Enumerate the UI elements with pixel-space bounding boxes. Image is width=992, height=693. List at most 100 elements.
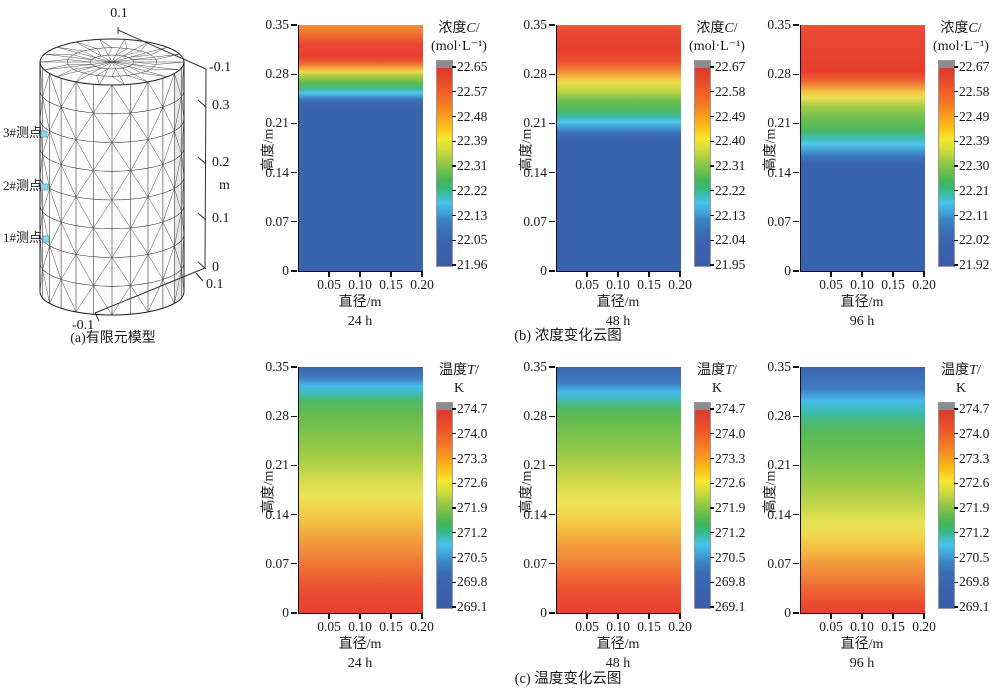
x-tick-label: 0.10 — [850, 619, 874, 634]
mesh-line — [75, 61, 113, 83]
mesh-line — [60, 106, 77, 140]
mesh-line — [174, 269, 182, 304]
y-tick-mark — [549, 122, 555, 124]
mesh-line — [140, 41, 149, 52]
colorbar-title: 浓度C/ — [920, 20, 992, 38]
mesh-line — [94, 267, 206, 314]
x-tick-label: 0.20 — [912, 619, 936, 634]
probe-label-1: 1#测点 — [2, 230, 42, 245]
mesh-line — [111, 61, 168, 78]
y-tick-label: 0 — [540, 263, 547, 278]
colorbar-tick-label: 270.5 — [457, 549, 488, 565]
colorbar-title-part: T — [969, 363, 977, 378]
y-tick-mark — [793, 221, 799, 223]
colorbar-tick-mark — [710, 115, 714, 118]
colorbar — [436, 402, 453, 609]
x-tick-mark — [892, 272, 894, 277]
x-tick-mark — [648, 614, 650, 619]
mesh-line — [44, 64, 69, 71]
x-axis-label: 直径/m — [840, 637, 884, 652]
y-tick-label: 0.14 — [767, 164, 791, 180]
mesh-line — [99, 39, 113, 48]
y-tick-mark — [291, 172, 297, 174]
y-tick-mark — [291, 612, 297, 614]
colorbar — [436, 60, 453, 267]
colorbar-title-part: 浓度 — [438, 21, 467, 36]
colorbar-title-unit: (mol·L⁻¹) — [933, 39, 989, 54]
colorbar-gradient — [939, 68, 954, 266]
heatmap-plot — [298, 25, 423, 272]
mesh-line — [39, 148, 185, 172]
mesh-line — [197, 212, 207, 221]
x-tick-mark — [617, 272, 619, 277]
mesh-line — [111, 199, 131, 229]
colorbar-tick-label: 22.67 — [959, 59, 990, 74]
colorbar-title-part: / — [475, 21, 480, 36]
colorbar-tick-mark — [954, 239, 958, 241]
mesh-line — [174, 245, 182, 270]
colorbar-tick-label: 22.58 — [959, 83, 990, 99]
y-tick-label: 0.14 — [523, 506, 547, 522]
y-tick-label: 0.35 — [523, 359, 547, 374]
colorbar-tick-mark — [954, 165, 958, 167]
y-tick-mark — [793, 464, 799, 466]
colorbar-tick-label: 22.39 — [457, 133, 488, 149]
x-tick-label: 0.10 — [348, 277, 372, 292]
x-tick-mark — [679, 272, 681, 277]
mesh-line — [42, 245, 50, 270]
mesh-line — [39, 263, 185, 287]
mesh-line — [111, 53, 180, 63]
time-label: 24 h — [347, 656, 373, 671]
model-axis-label-top: 0.1 — [110, 6, 128, 21]
colorbar-tick-mark — [452, 115, 456, 118]
colorbar-tick-mark — [452, 507, 456, 509]
mesh-line — [93, 142, 113, 171]
colorbar-tick-mark — [710, 532, 714, 534]
mesh-line — [93, 170, 113, 201]
x-tick-label: 0.05 — [819, 619, 843, 634]
mesh-line — [147, 81, 164, 108]
x-tick-mark — [586, 272, 588, 277]
y-tick-label: 0.14 — [523, 164, 547, 180]
colorbar-tick-label: 22.02 — [959, 232, 990, 248]
mesh-line — [49, 73, 62, 108]
colorbar-title-unit: K — [711, 381, 723, 396]
mesh-line — [75, 41, 97, 49]
y-tick-mark — [793, 514, 799, 516]
colorbar-tick-mark — [710, 214, 714, 217]
colorbar-gradient — [437, 410, 452, 608]
mesh-line — [111, 170, 131, 201]
colorbar-overflow-cap — [695, 61, 710, 68]
mesh-line — [93, 199, 113, 229]
mesh-line — [94, 312, 100, 322]
colorbar-tick-label: 22.21 — [959, 182, 990, 198]
colorbar-tick-label: 273.3 — [715, 450, 746, 466]
y-tick-mark — [549, 415, 555, 417]
y-tick-label: 0 — [784, 263, 791, 278]
y-tick-mark — [291, 563, 297, 565]
cylinder-mesh-drawing — [39, 27, 207, 322]
y-tick-mark — [793, 563, 799, 565]
colorbar-tick-mark — [452, 556, 456, 559]
mesh-line — [75, 139, 94, 171]
mesh-line — [111, 61, 149, 83]
x-tick-label: 0.15 — [379, 619, 403, 634]
x-tick-mark — [923, 272, 925, 277]
colorbar-tick-label: 22.49 — [715, 108, 746, 124]
mesh-line — [111, 285, 131, 316]
mesh-line — [162, 279, 175, 304]
colorbar-title-part: 温度 — [941, 363, 970, 378]
mesh-line — [115, 48, 128, 56]
mesh-line — [111, 61, 180, 71]
mesh-line — [56, 68, 74, 77]
mesh-line — [130, 254, 149, 286]
x-tick-mark — [421, 272, 423, 277]
colorbar-overflow-cap — [437, 61, 452, 68]
mesh-line — [75, 41, 113, 63]
y-tick-mark — [793, 270, 799, 272]
colorbar-tick-label: 273.3 — [457, 450, 488, 466]
y-tick-mark — [793, 415, 799, 417]
y-tick-label: 0.28 — [523, 408, 547, 424]
probe-marker — [40, 130, 48, 138]
colorbar-tick-label: 22.65 — [457, 59, 488, 74]
